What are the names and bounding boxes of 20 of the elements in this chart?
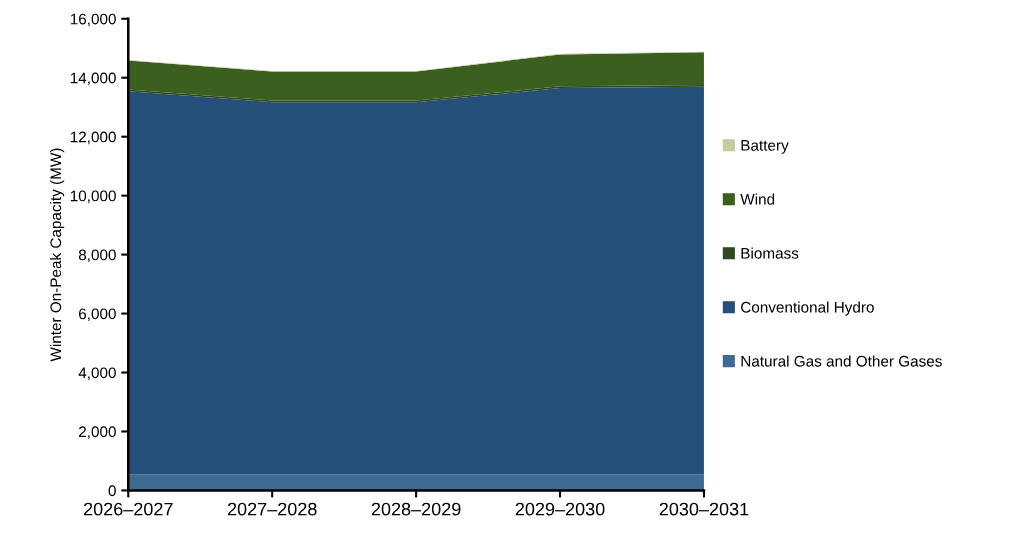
y-tick-label: 0 (108, 485, 116, 497)
y-tick-label: 14,000 (70, 72, 116, 86)
x-tick-label: 2028–2029 (371, 502, 461, 516)
y-tick-label: 6,000 (79, 308, 116, 322)
x-tick-label: 2029–2030 (515, 502, 605, 516)
legend-label: Natural Gas and Other Gases (741, 355, 942, 367)
y-tick-label: 8,000 (78, 249, 116, 263)
legend-label: Wind (740, 193, 775, 205)
y-tick-label: 2,000 (79, 426, 116, 439)
y-axis-title: Winter On-Peak Capacity (MW) (49, 148, 65, 362)
y-tick-label: 4,000 (78, 367, 116, 381)
legend-label: Conventional Hydro (741, 301, 874, 316)
y-tick-label: 10,000 (70, 190, 116, 204)
y-tick-label: 16,000 (70, 13, 116, 27)
y-tick-label: 12,000 (70, 131, 116, 145)
x-tick-label: 2026–2027 (84, 502, 173, 516)
x-tick-label: 2030–2031 (659, 502, 749, 516)
legend-label: Battery (741, 140, 789, 154)
x-tick-label: 2027–2028 (227, 502, 317, 516)
legend-label: Biomass (741, 247, 799, 259)
